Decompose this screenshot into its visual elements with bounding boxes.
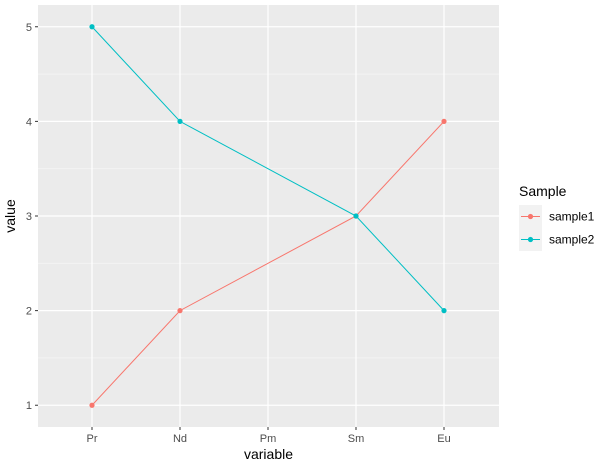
series-layer (89, 24, 447, 408)
x-tick-label: Pm (260, 433, 277, 445)
legend-label: sample2 (549, 233, 595, 247)
x-tick-label: Sm (348, 433, 365, 445)
data-point-sample1 (177, 308, 183, 314)
x-axis-ticks: Pr Nd Pm Sm Eu (87, 427, 451, 445)
legend-items: sample1 sample2 (519, 205, 595, 251)
y-axis-title: value (2, 199, 18, 233)
data-point-sample2 (89, 24, 95, 30)
major-gridlines (38, 5, 499, 427)
y-tick-label: 4 (26, 116, 32, 128)
x-axis-title: variable (244, 446, 293, 462)
y-axis-ticks: 1 2 3 4 5 (26, 22, 38, 412)
legend: Sample sample1 sample2 (519, 183, 595, 251)
legend-key-point (527, 213, 534, 220)
data-point-sample2 (177, 118, 183, 124)
x-tick-label: Eu (437, 433, 450, 445)
y-tick-label: 5 (26, 22, 32, 34)
data-point-sample1 (441, 118, 447, 124)
y-tick-label: 3 (26, 211, 32, 223)
data-point-sample2 (353, 213, 359, 219)
legend-label: sample1 (549, 210, 595, 224)
legend-key-point (527, 236, 534, 243)
data-point-sample2 (441, 308, 447, 314)
x-tick-label: Pr (87, 433, 98, 445)
y-tick-label: 2 (26, 306, 32, 318)
data-point-sample1 (89, 402, 95, 408)
legend-title: Sample (519, 183, 567, 199)
y-tick-label: 1 (26, 400, 32, 412)
x-tick-label: Nd (173, 433, 187, 445)
series-line-sample1 (91, 121, 445, 406)
series-line-sample2 (91, 26, 445, 311)
